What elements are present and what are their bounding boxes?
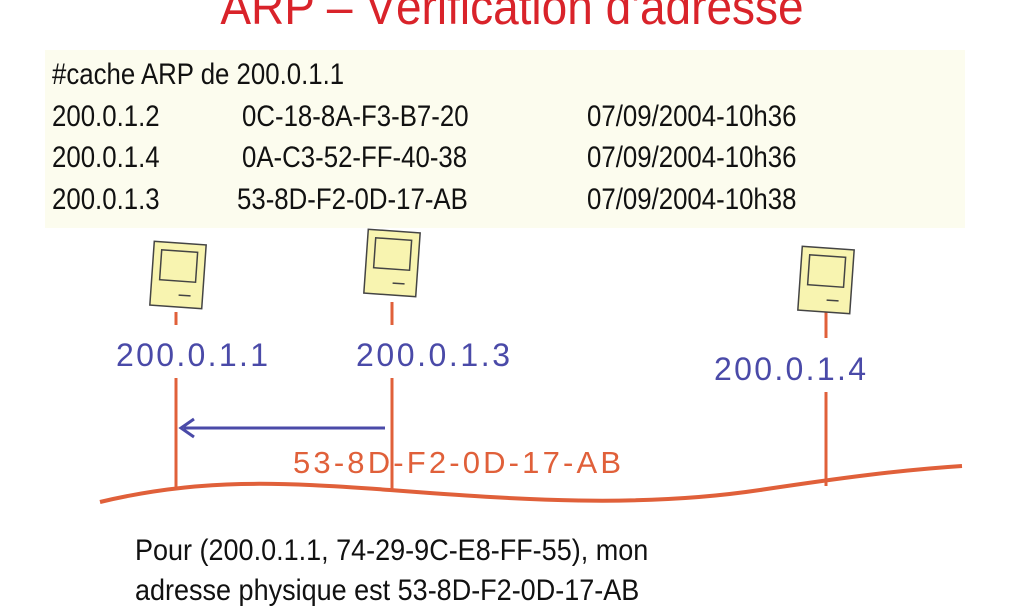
arp-cache-box (45, 50, 965, 228)
computer-icon (363, 228, 421, 298)
cache-header: #cache ARP de 200.0.1.1 (52, 58, 345, 91)
host-label: 200.0.1.3 (356, 337, 510, 373)
message-line-1: Pour (200.0.1.1, 74-29-9C-E8-FF-55), mon (135, 534, 649, 567)
message-line-2: adresse physique est 53-8D-F2-0D-17-AB (135, 574, 640, 607)
cache-row-mac: 53-8D-F2-0D-17-AB (237, 183, 468, 216)
cache-row-mac: 0A-C3-52-FF-40-38 (242, 141, 468, 174)
host-label: 200.0.1.1 (116, 337, 268, 373)
arrow-head-icon (178, 417, 195, 439)
computer-icon (149, 240, 207, 310)
slide-title: ARP – Vérification d'adresse (220, 0, 804, 35)
cache-row-ip: 200.0.1.4 (52, 141, 160, 174)
cache-row-ip: 200.0.1.2 (52, 100, 160, 133)
network-bus (99, 464, 963, 504)
host-label: 200.0.1.4 (714, 351, 866, 387)
cache-row-time: 07/09/2004-10h38 (587, 183, 797, 216)
cache-row-mac: 0C-18-8A-F3-B7-20 (242, 100, 469, 133)
reply-mac-label: 53-8D-F2-0D-17-AB (293, 445, 621, 480)
computer-icon (797, 245, 855, 315)
cache-row-ip: 200.0.1.3 (52, 183, 160, 216)
cache-row-time: 07/09/2004-10h36 (587, 141, 797, 174)
cache-row-time: 07/09/2004-10h36 (587, 100, 797, 133)
